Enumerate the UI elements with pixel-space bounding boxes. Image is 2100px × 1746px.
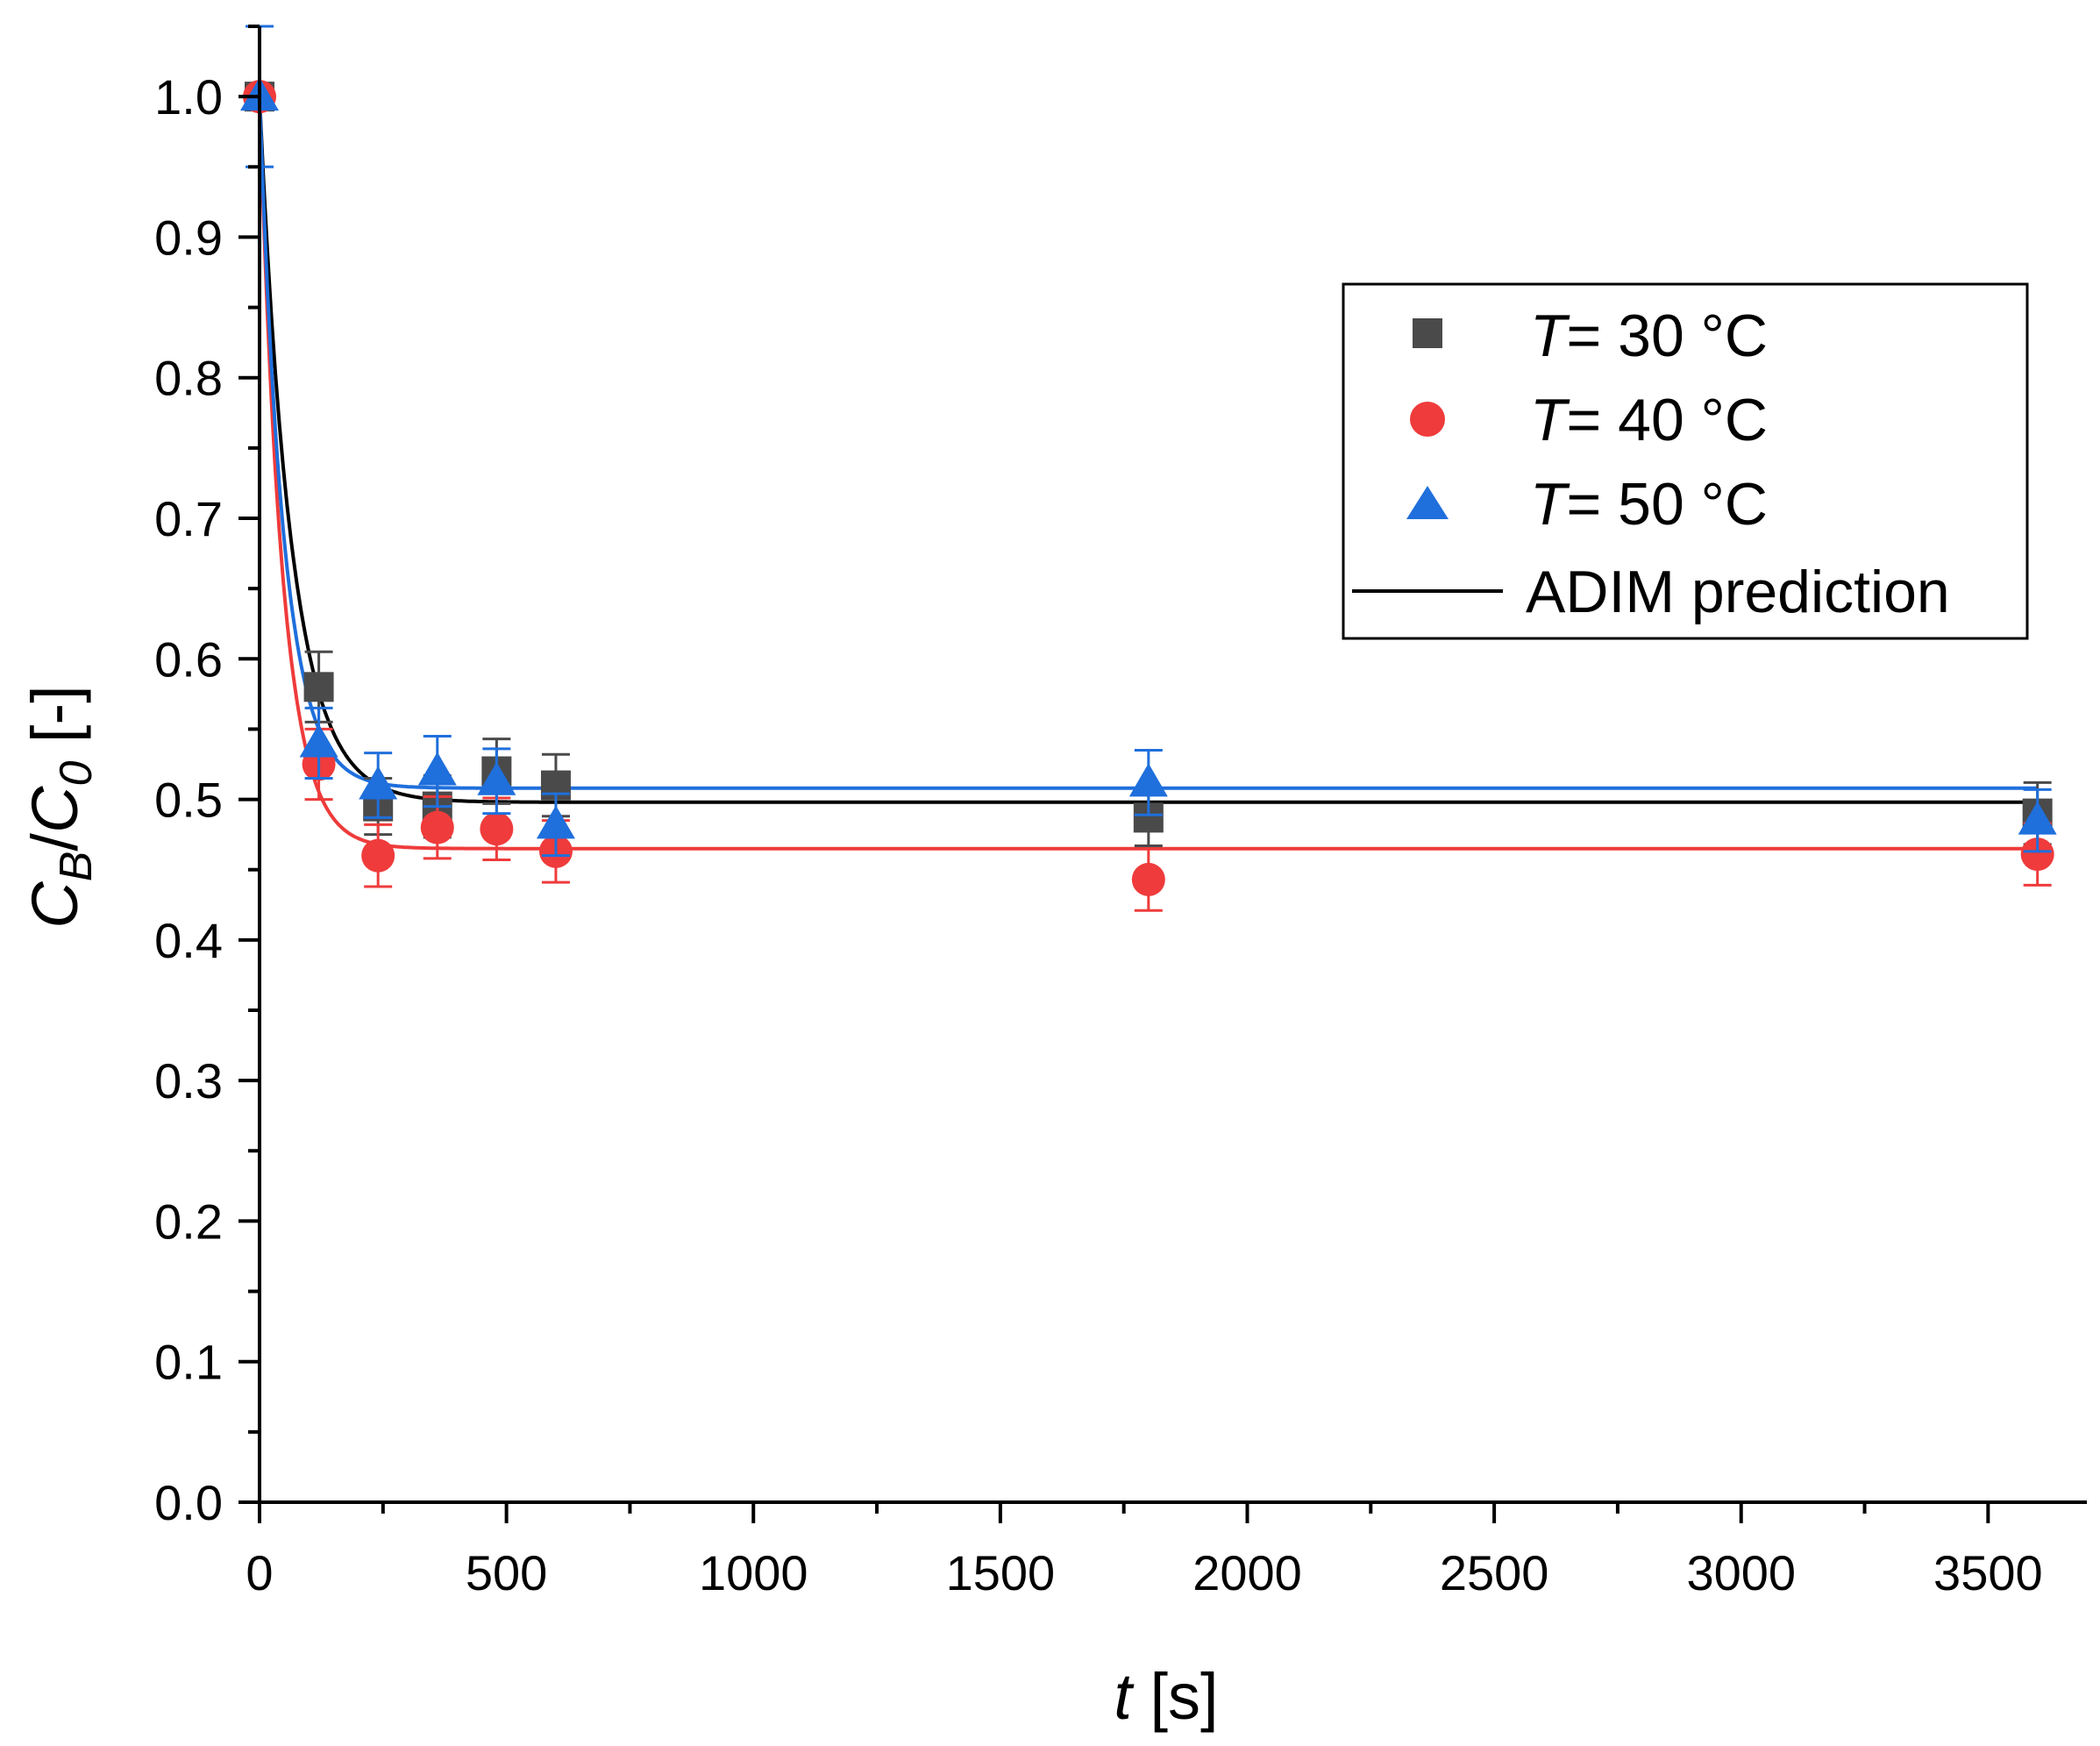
y-tick-label: 0.4 — [154, 913, 223, 968]
data-point-triangle — [417, 752, 457, 786]
data-point-triangle — [536, 805, 575, 839]
y-tick-label: 0.0 — [154, 1475, 223, 1530]
data-point-square — [303, 672, 334, 702]
y-tick-label: 0.2 — [154, 1194, 223, 1249]
x-tick-label: 0 — [246, 1545, 273, 1600]
data-points — [240, 25, 2057, 912]
data-point-triangle — [2018, 801, 2057, 835]
legend-label-40c: T= 40 °C — [1530, 387, 1768, 453]
y-tick-label: 0.7 — [154, 491, 223, 546]
legend: T= 30 °C T= 40 °C T= 50 °C ADIM predicti… — [1342, 282, 2029, 640]
x-tick-label: 2000 — [1192, 1545, 1302, 1600]
x-tick-label: 3000 — [1686, 1545, 1796, 1600]
data-point-triangle — [299, 723, 338, 758]
legend-label-50c: T= 50 °C — [1530, 471, 1768, 538]
x-axis-title: t [s] — [1114, 1660, 1218, 1733]
axes — [258, 26, 2087, 1504]
legend-marker-50c — [1406, 486, 1449, 519]
data-point-triangle — [1128, 763, 1168, 797]
x-tick-label: 1500 — [946, 1545, 1056, 1600]
data-point-circle — [361, 838, 395, 873]
legend-box — [1342, 282, 2029, 640]
y-tick-label: 1.0 — [154, 69, 223, 125]
y-tick-label: 0.6 — [154, 631, 223, 687]
data-point-triangle — [359, 766, 398, 800]
x-tick-label: 1000 — [699, 1545, 808, 1600]
data-point-triangle — [477, 761, 516, 795]
legend-label-30c: T= 30 °C — [1530, 303, 1768, 369]
y-tick-label: 0.8 — [154, 351, 223, 406]
x-tick-label: 3500 — [1933, 1545, 2043, 1600]
y-tick-label: 0.9 — [154, 210, 223, 265]
data-point-circle — [480, 812, 514, 846]
y-tick-label: 0.5 — [154, 773, 223, 828]
y-axis-title: CB/C0 [-] — [18, 685, 102, 928]
y-tick-label: 0.3 — [154, 1053, 223, 1108]
y-tick-label: 0.1 — [154, 1335, 223, 1390]
x-tick-label: 500 — [466, 1545, 547, 1600]
fit-curve — [258, 96, 2038, 851]
data-point-circle — [420, 810, 454, 844]
ticks: 0 500 1000 1500 2000 2500 3000 3500 0.0 0.1 0.2 0.3… — [154, 25, 2043, 1600]
data-point-circle — [1131, 862, 1165, 896]
legend-marker-40c — [1410, 402, 1445, 437]
legend-marker-30c — [1413, 318, 1442, 348]
data-point-circle — [2020, 837, 2054, 872]
x-tick-label: 2500 — [1440, 1545, 1549, 1600]
legend-label-prediction: ADIM prediction — [1526, 559, 1950, 625]
